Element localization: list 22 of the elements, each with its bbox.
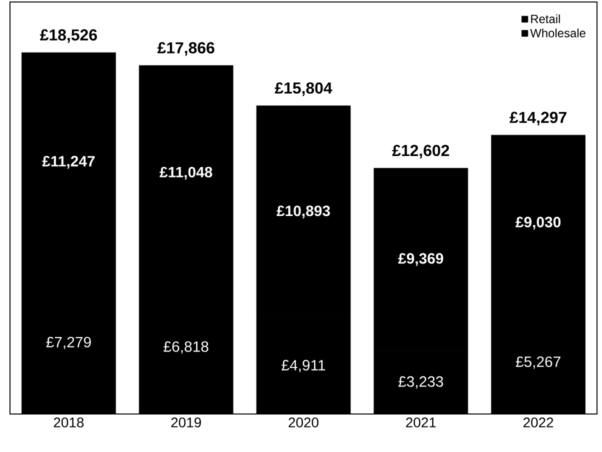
data-label: £10,893 xyxy=(276,206,330,218)
data-label: £5,267 xyxy=(516,356,560,369)
legend-label: Retail xyxy=(531,14,560,24)
data-label: £3,233 xyxy=(398,376,444,389)
total-label: £12,602 xyxy=(392,144,450,158)
data-label: £9,369 xyxy=(398,253,444,266)
legend-label: Wholesale xyxy=(530,28,586,38)
total-label: £17,866 xyxy=(157,42,214,56)
x-tick-label: 2020 xyxy=(288,418,318,428)
x-tick-label: 2022 xyxy=(523,418,554,428)
total-label: £15,804 xyxy=(274,82,332,96)
x-tick-label: 2021 xyxy=(406,418,436,428)
total-label: £14,297 xyxy=(510,112,566,126)
x-tick-label: 2019 xyxy=(171,418,201,428)
data-label: £9,030 xyxy=(516,216,561,230)
total-label: £18,526 xyxy=(40,29,97,43)
data-label: £6,818 xyxy=(164,341,208,354)
data-label: £11,048 xyxy=(160,166,212,180)
data-label: £4,911 xyxy=(282,360,326,372)
data-label: £11,247 xyxy=(42,156,95,169)
x-tick-label: 2018 xyxy=(54,418,84,428)
data-label: £7,279 xyxy=(46,336,91,350)
